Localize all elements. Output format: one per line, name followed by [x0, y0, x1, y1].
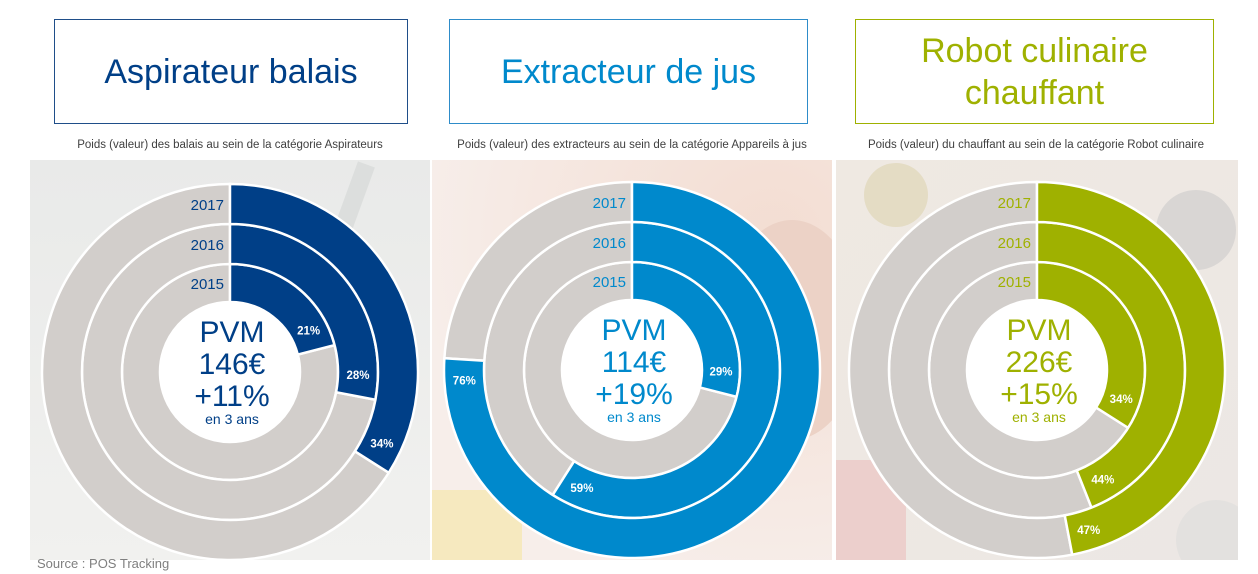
chart-subtitle: Poids (valeur) des extracteurs au sein d… — [457, 139, 807, 151]
chart-panel-aspirateur: 2015 2016 2017 21% 28% 34% PVM 146€ +11% en 3 ans — [30, 160, 430, 560]
chart-panel-extracteur: 2015 2016 2017 29% 59% 76% PVM 114€ +19% en 3 ans — [432, 160, 832, 560]
year-label: 2017 — [593, 195, 626, 212]
percent-label: 76% — [453, 375, 476, 387]
chart-title: Robot culinaire chauffant — [921, 31, 1148, 112]
percent-label: 44% — [1091, 475, 1114, 487]
year-label: 2016 — [191, 237, 224, 254]
center-text-line1: PVM — [1006, 314, 1071, 347]
title-box-extracteur: Extracteur de jus — [449, 19, 808, 124]
center-text-line2: 114€ — [602, 346, 667, 379]
year-label: 2015 — [593, 274, 626, 291]
center-text-line2: 226€ — [1006, 346, 1073, 379]
center-text-line1: PVM — [601, 314, 666, 347]
center-disc — [562, 300, 702, 440]
ring-segment-2017 — [228, 182, 420, 475]
percent-label: 34% — [370, 439, 393, 451]
chart-title: Aspirateur balais — [104, 52, 358, 91]
bowl-shape — [864, 163, 928, 227]
percent-label: 34% — [1110, 394, 1133, 406]
center-text-line4: en 3 ans — [205, 411, 259, 427]
percent-label: 29% — [709, 366, 732, 378]
title-box-robot: Robot culinaire chauffant — [855, 19, 1214, 124]
percent-label: 28% — [346, 370, 369, 382]
center-disc — [160, 302, 300, 442]
percent-label: 21% — [297, 325, 320, 337]
chart-subtitle: Poids (valeur) des balais au sein de la … — [77, 139, 383, 151]
center-text-line3: +11% — [194, 380, 269, 413]
center-text-line1: PVM — [199, 316, 264, 349]
year-label: 2015 — [191, 276, 224, 293]
chart-title: Extracteur de jus — [500, 52, 757, 91]
ring-rest-2017 — [40, 182, 391, 560]
year-label: 2015 — [998, 274, 1031, 291]
percent-label: 59% — [570, 483, 593, 495]
center-text-line4: en 3 ans — [607, 409, 661, 425]
center-text-line3: +19% — [595, 378, 673, 411]
year-label: 2016 — [998, 235, 1031, 252]
percent-label: 47% — [1077, 525, 1100, 537]
pot-shape — [1176, 500, 1238, 560]
center-text-line4: en 3 ans — [1012, 409, 1066, 425]
chart-subtitle: Poids (valeur) du chauffant au sein de l… — [867, 139, 1205, 151]
ring-segment-2017 — [442, 180, 822, 560]
chart-panel-robot: 2015 2016 2017 34% 44% 47% PVM 226€ +15% en 3 ans — [836, 160, 1238, 560]
year-label: 2017 — [998, 195, 1031, 212]
year-label: 2016 — [593, 235, 626, 252]
center-disc — [967, 300, 1107, 440]
title-box-aspirateur: Aspirateur balais — [54, 19, 408, 124]
year-label: 2017 — [191, 197, 224, 214]
ring-segment-2017 — [1035, 180, 1227, 557]
center-text-line2: 146€ — [199, 348, 266, 381]
ring-rest-2017 — [847, 180, 1074, 560]
center-text-line3: +15% — [1000, 378, 1078, 411]
source-note: Source : POS Tracking — [37, 556, 170, 571]
